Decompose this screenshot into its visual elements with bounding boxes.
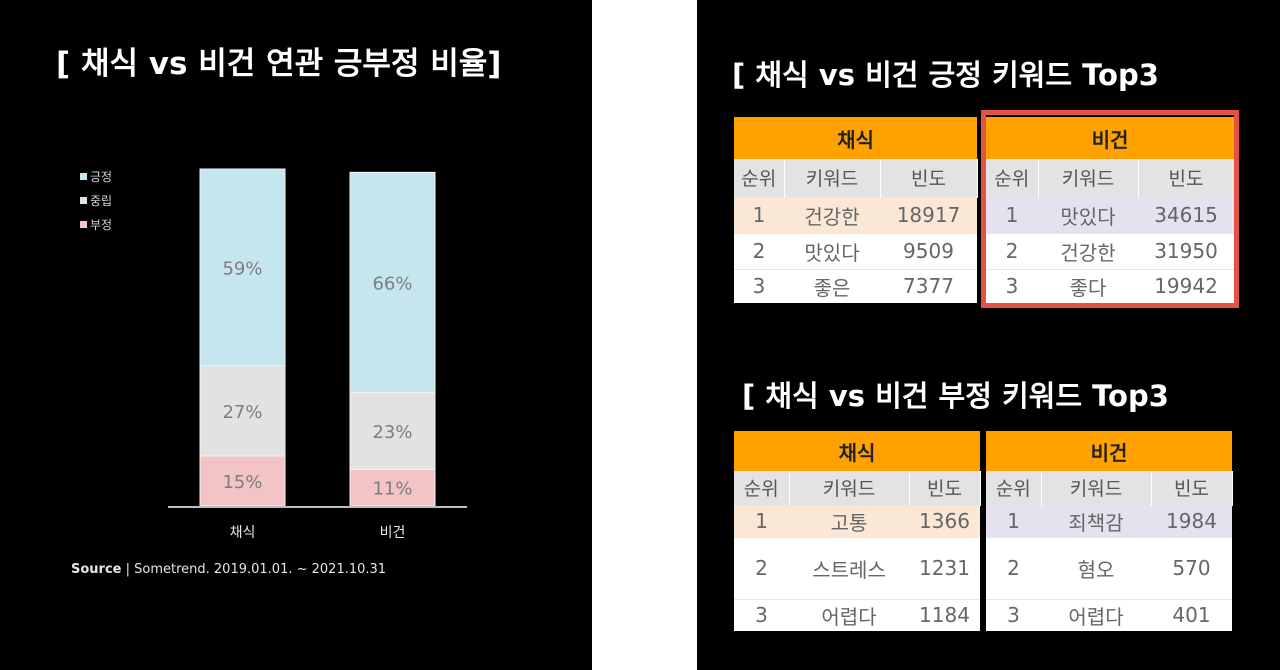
frequency-cell: 31950	[1138, 232, 1235, 269]
keyword-cell: 고통	[789, 504, 909, 537]
rank-cell: 1	[986, 196, 1038, 233]
rank-cell: 2	[986, 232, 1038, 269]
col-frequency: 빈도	[880, 159, 978, 197]
col-rank: 순위	[734, 159, 785, 197]
legend-label-negative: 부정	[90, 217, 113, 232]
table-header: 비건	[986, 117, 1235, 159]
rank-cell: 2	[734, 536, 789, 599]
rank-cell: 1	[734, 196, 784, 233]
frequency-cell: 9509	[880, 232, 978, 269]
legend-label-positive: 긍정	[90, 169, 113, 184]
col-rank: 순위	[734, 471, 790, 505]
col-frequency: 빈도	[1151, 471, 1233, 505]
frequency-cell: 570	[1151, 536, 1233, 599]
rank-cell: 1	[734, 504, 789, 537]
bar-segment-neutral	[199, 365, 286, 457]
negative-vegan-table: 비건 순위 키워드 빈도 1 죄책감 1984 2 혐오 570 3 어렵다 4…	[986, 431, 1233, 631]
keyword-cell: 맛있다	[784, 232, 880, 269]
legend-swatch-neutral	[80, 196, 87, 204]
legend-item-negative: 부정	[80, 212, 112, 236]
keyword-cell: 스트레스	[789, 536, 909, 599]
keyword-cell: 좋다	[1038, 268, 1138, 303]
chart-panel: [ 채식 vs 비건 연관 긍부정 비율] 긍정 중립 부정 15% 27% 59%…	[0, 0, 592, 670]
col-keyword: 키워드	[1041, 471, 1152, 505]
col-keyword: 키워드	[1038, 159, 1139, 197]
positive-keywords-title: [ 채식 vs 비건 긍정 키워드 Top3	[732, 58, 1159, 92]
bar-value-label: 59%	[222, 258, 262, 279]
x-tick-label: 비건	[380, 525, 406, 541]
legend-item-neutral: 중립	[80, 188, 112, 212]
source-label: Source	[71, 562, 122, 577]
rank-cell: 3	[986, 598, 1041, 631]
positive-vegetarian-table: 채식 순위 키워드 빈도 1 건강한 18917 2 맛있다 9509 3 좋은…	[734, 117, 978, 303]
bar-value-label: 66%	[372, 273, 412, 294]
source-text: | Sometrend. 2019.01.01. ~ 2021.10.31	[121, 562, 387, 577]
frequency-cell: 401	[1151, 598, 1233, 631]
col-frequency: 빈도	[909, 471, 981, 505]
table-header: 채식	[734, 431, 981, 471]
frequency-cell: 7377	[880, 268, 978, 303]
rank-cell: 3	[734, 598, 789, 631]
col-keyword: 키워드	[784, 159, 881, 197]
rank-cell: 3	[734, 268, 784, 303]
frequency-cell: 34615	[1138, 196, 1235, 233]
frequency-cell: 1184	[909, 598, 981, 631]
keyword-cell: 죄책감	[1041, 504, 1151, 537]
keyword-cell: 건강한	[1038, 232, 1138, 269]
negative-vegetarian-table: 채식 순위 키워드 빈도 1 고통 1366 2 스트레스 1231 3 어렵다…	[734, 431, 981, 631]
keyword-cell: 어렵다	[1041, 598, 1151, 631]
legend-swatch-positive	[80, 172, 87, 180]
frequency-cell: 19942	[1138, 268, 1235, 303]
bar-segment-negative	[349, 468, 436, 507]
stacked-bar-chart: 15% 27% 59% 채식 11% 23% 66% 비건	[168, 168, 467, 541]
legend-item-positive: 긍정	[80, 164, 112, 188]
bar-segment-negative	[199, 455, 286, 507]
source-note: Source | Sometrend. 2019.01.01. ~ 2021.1…	[71, 562, 386, 577]
bar-value-label: 11%	[372, 479, 412, 500]
col-frequency: 빈도	[1138, 159, 1235, 197]
bar-value-label: 27%	[222, 402, 262, 423]
bar-value-label: 15%	[222, 472, 262, 493]
col-keyword: 키워드	[789, 471, 910, 505]
vegan-highlight-box	[981, 110, 1239, 308]
bar-segment-positive	[199, 168, 286, 367]
bar-segment-positive	[349, 171, 436, 394]
legend-label-neutral: 중립	[90, 193, 113, 208]
bar-value-label: 23%	[372, 422, 412, 443]
keyword-cell: 어렵다	[789, 598, 909, 631]
rank-cell: 1	[986, 504, 1041, 537]
chart-title: [ 채식 vs 비건 연관 긍부정 비율]	[56, 46, 502, 82]
positive-vegan-table: 비건 순위 키워드 빈도 1 맛있다 34615 2 건강한 31950 3 좋…	[986, 117, 1235, 303]
keyword-cell: 건강한	[784, 196, 880, 233]
col-rank: 순위	[986, 471, 1042, 505]
keyword-cell: 혐오	[1041, 536, 1151, 599]
frequency-cell: 1231	[909, 536, 981, 599]
keyword-cell: 맛있다	[1038, 196, 1138, 233]
col-rank: 순위	[986, 159, 1039, 197]
legend-swatch-negative	[80, 220, 87, 228]
x-tick-label: 채식	[230, 525, 256, 541]
negative-keywords-title: [ 채식 vs 비건 부정 키워드 Top3	[742, 379, 1169, 413]
rank-cell: 2	[986, 536, 1041, 599]
chart-legend: 긍정 중립 부정	[80, 164, 112, 236]
frequency-cell: 18917	[880, 196, 978, 233]
bar-segment-neutral	[349, 392, 436, 470]
frequency-cell: 1366	[909, 504, 981, 537]
rank-cell: 3	[986, 268, 1038, 303]
rank-cell: 2	[734, 232, 784, 269]
frequency-cell: 1984	[1151, 504, 1233, 537]
table-header: 채식	[734, 117, 978, 159]
keyword-cell: 좋은	[784, 268, 880, 303]
table-header: 비건	[986, 431, 1233, 471]
